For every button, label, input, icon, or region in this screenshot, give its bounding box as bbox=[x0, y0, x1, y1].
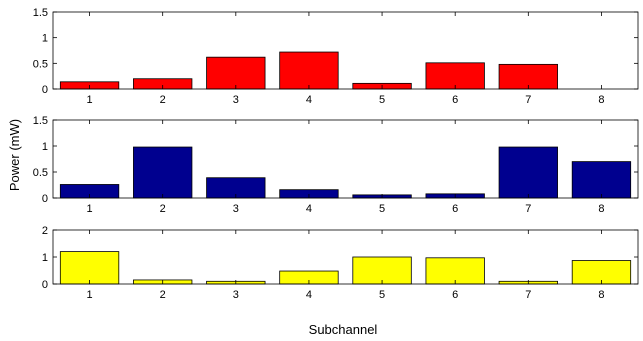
y-tick-label: 0.5 bbox=[33, 167, 48, 179]
x-tick-label: 6 bbox=[452, 94, 458, 106]
y-tick-label: 1.5 bbox=[33, 115, 48, 127]
y-tick-label: 0 bbox=[42, 279, 48, 291]
x-tick-label: 5 bbox=[379, 289, 385, 301]
x-tick-label: 6 bbox=[452, 289, 458, 301]
bar-7 bbox=[498, 146, 558, 199]
x-tick-label: 7 bbox=[525, 203, 531, 215]
y-tick-label: 0 bbox=[42, 193, 48, 205]
x-tick-label: 8 bbox=[598, 203, 604, 215]
x-tick-label: 7 bbox=[525, 289, 531, 301]
x-tick-label: 8 bbox=[598, 94, 604, 106]
x-tick-label: 4 bbox=[306, 289, 312, 301]
y-tick-label: 0.5 bbox=[33, 58, 48, 70]
y-tick-label: 1 bbox=[42, 141, 48, 153]
x-tick-label: 4 bbox=[306, 203, 312, 215]
x-tick-label: 3 bbox=[233, 289, 239, 301]
bar-2 bbox=[133, 146, 193, 199]
bar-8 bbox=[571, 161, 632, 199]
x-tick-label: 4 bbox=[306, 94, 312, 106]
x-tick-label: 1 bbox=[87, 203, 93, 215]
bar-4 bbox=[279, 51, 339, 90]
bar-3 bbox=[206, 56, 266, 90]
y-tick-label: 1 bbox=[42, 252, 48, 264]
x-tick-label: 3 bbox=[233, 94, 239, 106]
axes-box bbox=[52, 229, 639, 285]
bar-5 bbox=[352, 256, 412, 285]
x-tick-label: 5 bbox=[379, 203, 385, 215]
x-tick-label: 5 bbox=[379, 94, 385, 106]
axes-box bbox=[52, 119, 639, 199]
x-tick-label: 1 bbox=[87, 289, 93, 301]
y-tick-label: 1 bbox=[42, 33, 48, 45]
axes-box bbox=[52, 11, 639, 90]
x-tick-label: 7 bbox=[525, 94, 531, 106]
y-tick-label: 2 bbox=[42, 225, 48, 237]
y-axis-label: Power (mW) bbox=[7, 119, 22, 191]
x-tick-label: 2 bbox=[160, 94, 166, 106]
subplot-1: 0 0.5 1 1.5 1 2 3 4 5 6 7 8 bbox=[33, 7, 639, 106]
bar-1 bbox=[59, 251, 120, 285]
x-tick-label: 8 bbox=[598, 289, 604, 301]
y-tick-label: 1.5 bbox=[33, 7, 48, 19]
subplot-2: 0 0.5 1 1.5 1 2 3 4 5 6 7 8 bbox=[33, 115, 639, 215]
subplot-3: 0 1 2 1 2 3 4 5 6 7 8 bbox=[42, 225, 639, 301]
x-tick-label: 3 bbox=[233, 203, 239, 215]
x-axis-label: Subchannel bbox=[309, 322, 378, 337]
bar-6 bbox=[425, 257, 485, 285]
y-tick-label: 0 bbox=[42, 84, 48, 96]
x-tick-label: 1 bbox=[87, 94, 93, 106]
bar-6 bbox=[425, 62, 485, 90]
x-tick-label: 2 bbox=[160, 203, 166, 215]
x-tick-label: 6 bbox=[452, 203, 458, 215]
x-tick-label: 2 bbox=[160, 289, 166, 301]
